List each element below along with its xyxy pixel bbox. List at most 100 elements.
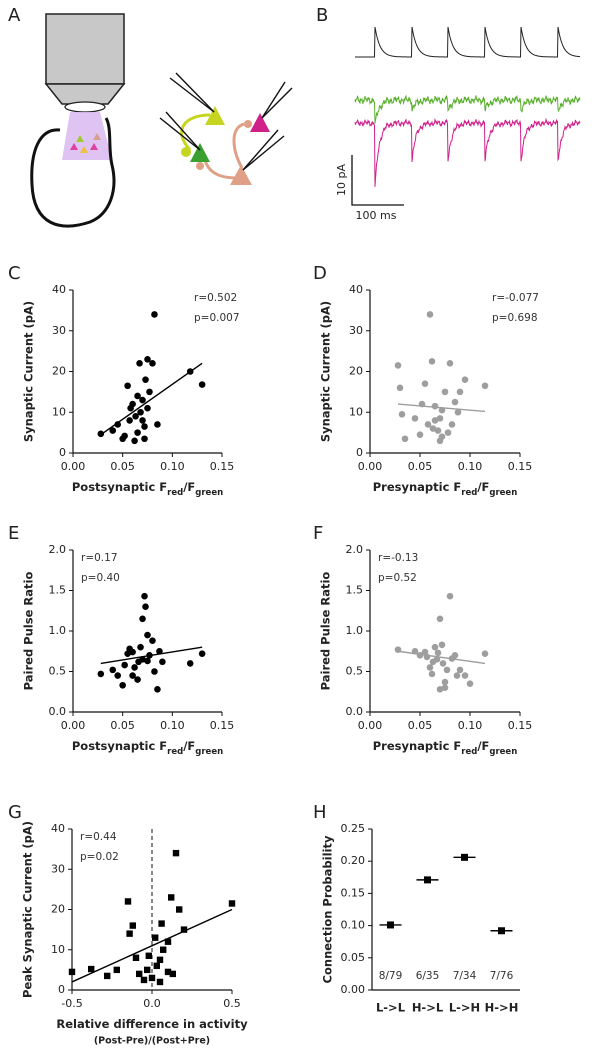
point [428,670,436,678]
x-axis-label-part: Relative difference in activity [56,1017,248,1031]
point [139,656,146,663]
point [443,666,451,674]
point [433,656,441,663]
y-tick-label: 0.5 [346,665,364,678]
point [186,368,194,375]
point [124,898,132,905]
point [160,946,167,953]
point [396,384,404,392]
point [139,615,146,623]
x-tick-label: 0.10 [160,719,185,732]
chart: H 0.00 0.05 0.10 0.15 0.20 0.25 Connection Prob… [313,802,520,1015]
point [154,421,161,428]
point [498,927,505,935]
point [129,648,136,656]
y-tick-label: 0.05 [341,951,366,964]
annotation: r=-0.13 [378,552,418,564]
point [416,431,424,438]
point [431,643,439,651]
point [121,661,128,669]
point [126,930,133,937]
x-axis-label-part: red [167,488,183,498]
y-tick-label: 0 [58,983,65,996]
annotation: p=0.698 [492,312,538,324]
point [441,678,449,686]
y-tick-label: 30 [52,324,66,337]
x-tick-label: H->L [412,1001,444,1015]
point [418,400,426,408]
point [151,311,158,318]
point [121,432,128,440]
point [136,970,143,978]
y-axis-label: Paired Pulse Ratio [22,572,36,691]
point [434,427,442,434]
x-axis-label-part: /F [183,480,195,494]
point [448,421,456,428]
y-tick-label: 2.0 [49,543,67,556]
point [104,972,111,980]
panel-label: C [8,263,21,284]
circuit-diagram [159,72,293,185]
y-tick-label: 0 [356,446,363,459]
annotation: r=0.44 [80,831,117,843]
y-axis-label: Paired Pulse Ratio [319,572,333,691]
point [436,615,444,623]
x-tick-label: 0.10 [458,719,483,732]
value-label: 6/35 [416,970,440,982]
point [438,641,446,649]
x-tick-label: 0.05 [110,460,135,473]
y-tick-label: 10 [52,405,66,418]
point [426,664,434,671]
point [446,360,454,367]
panel-label: F [313,523,323,544]
point [137,408,144,416]
x-axis-label-part: /F [477,480,489,494]
point [158,920,165,927]
point [461,672,469,679]
x-tick-label: 0.00 [358,719,383,732]
point [172,849,180,857]
point [148,974,156,982]
panel-label: A [8,5,21,26]
x-axis-label-part: /F [183,739,195,753]
panel-label: E [8,523,19,544]
x-tick-label: -0.5 [61,997,82,1010]
point [441,684,449,691]
point [439,660,447,667]
point [132,413,139,420]
point [114,672,121,679]
point [68,968,76,976]
x-tick-label: 0.10 [160,460,185,473]
point [441,388,449,396]
panel-label: G [8,802,22,823]
point [436,415,444,422]
point [140,976,148,984]
x-tick-label: 0.15 [210,719,235,732]
y-tick-label: 0.25 [341,822,366,835]
y-tick-label: 2.0 [346,543,364,556]
point [164,938,172,945]
y-tick-label: 0.00 [341,983,366,996]
point [142,376,149,383]
point [146,652,153,659]
point [387,921,394,929]
point [149,637,156,645]
x-axis-label-part: Presynaptic F [373,480,462,494]
x-axis-label: Postsynaptic Fred/Fgreen [72,739,223,757]
panel-label: H [313,802,327,823]
point [156,978,164,986]
y-axis-label: Synaptic Current (pA) [319,301,333,442]
point [146,388,153,396]
x-tick-label: 0.05 [408,460,433,473]
point [461,376,469,383]
point [431,417,439,424]
point [438,406,446,414]
y-tick-label: 0 [59,446,66,459]
point [129,922,136,929]
point [436,686,444,693]
y-tick-label: 1.5 [346,584,364,597]
x-tick-label: 0.00 [61,719,86,732]
annotation: r=0.502 [194,292,237,304]
point [394,646,402,653]
